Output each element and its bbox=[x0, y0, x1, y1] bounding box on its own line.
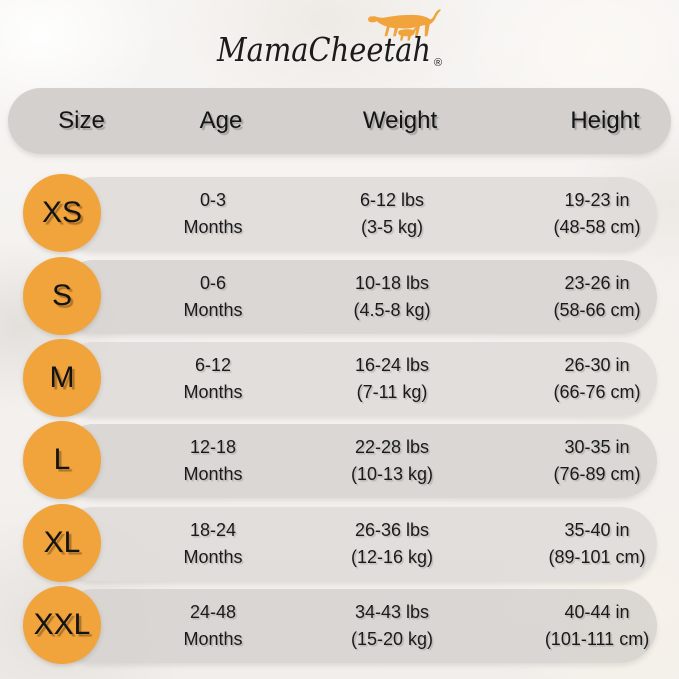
age-unit: Months bbox=[183, 629, 243, 649]
registered-trademark: ® bbox=[434, 57, 442, 69]
height-cell: 40-44 in (101-111 cm) bbox=[492, 589, 679, 663]
cheetah-with-cub-icon bbox=[367, 9, 441, 41]
height-cell: 35-40 in (89-101 cm) bbox=[492, 507, 679, 581]
weight-lbs: 16-24 lbs bbox=[354, 355, 430, 375]
weight-cell: 34-43 lbs (15-20 kg) bbox=[297, 589, 487, 663]
table-row-xl: XL 18-24 Months 26-36 lbs (12-16 kg) 35-… bbox=[0, 503, 679, 583]
size-badge-xs: XS bbox=[23, 174, 101, 252]
age-range: 18-24 bbox=[189, 520, 237, 540]
height-cm: (89-101 cm) bbox=[548, 547, 646, 567]
age-unit: Months bbox=[183, 547, 243, 567]
column-header-weight: Weight bbox=[362, 107, 438, 134]
height-cell: 19-23 in (48-58 cm) bbox=[492, 177, 679, 251]
height-in: 26-30 in bbox=[564, 355, 630, 375]
table-row-xxl: XXL 24-48 Months 34-43 lbs (15-20 kg) 40… bbox=[0, 585, 679, 665]
weight-cell: 10-18 lbs (4.5-8 kg) bbox=[297, 260, 487, 334]
size-badge-xl: XL bbox=[23, 504, 101, 582]
age-cell: 18-24 Months bbox=[118, 507, 308, 581]
row-pill bbox=[57, 507, 657, 581]
height-cm: (48-58 cm) bbox=[553, 217, 641, 237]
table-row-xs: XS 0-3 Months 6-12 lbs (3-5 kg) 19-23 in… bbox=[0, 173, 679, 253]
size-badge-s: S bbox=[23, 257, 101, 335]
age-cell: 0-3 Months bbox=[118, 177, 308, 251]
weight-cell: 16-24 lbs (7-11 kg) bbox=[297, 342, 487, 416]
height-cell: 23-26 in (58-66 cm) bbox=[492, 260, 679, 334]
height-in: 30-35 in bbox=[564, 437, 630, 457]
age-range: 24-48 bbox=[189, 602, 237, 622]
age-unit: Months bbox=[183, 382, 243, 402]
height-cm: (58-66 cm) bbox=[553, 300, 641, 320]
age-unit: Months bbox=[183, 300, 243, 320]
column-header-size: Size bbox=[58, 107, 105, 134]
row-pill bbox=[57, 342, 657, 416]
weight-lbs: 26-36 lbs bbox=[354, 520, 430, 540]
weight-kg: (10-13 kg) bbox=[350, 464, 434, 484]
row-pill bbox=[57, 177, 657, 251]
height-cell: 30-35 in (76-89 cm) bbox=[492, 424, 679, 498]
weight-cell: 22-28 lbs (10-13 kg) bbox=[297, 424, 487, 498]
age-range: 12-18 bbox=[189, 437, 237, 457]
height-in: 35-40 in bbox=[564, 520, 630, 540]
brand-logo: MamaCheetah ® bbox=[215, 6, 465, 78]
table-row-l: L 12-18 Months 22-28 lbs (10-13 kg) 30-3… bbox=[0, 420, 679, 500]
age-cell: 24-48 Months bbox=[118, 589, 308, 663]
age-unit: Months bbox=[183, 464, 243, 484]
height-cell: 26-30 in (66-76 cm) bbox=[492, 342, 679, 416]
height-in: 19-23 in bbox=[564, 190, 630, 210]
age-unit: Months bbox=[183, 217, 243, 237]
weight-kg: (4.5-8 kg) bbox=[353, 300, 431, 320]
row-pill bbox=[57, 589, 657, 663]
age-range: 0-6 bbox=[199, 273, 226, 293]
age-cell: 0-6 Months bbox=[118, 260, 308, 334]
weight-lbs: 6-12 lbs bbox=[359, 190, 425, 210]
height-cm: (66-76 cm) bbox=[553, 382, 641, 402]
column-header-height: Height bbox=[570, 107, 640, 134]
size-badge-l: L bbox=[23, 421, 101, 499]
weight-kg: (3-5 kg) bbox=[360, 217, 423, 237]
size-badge-m: M bbox=[23, 339, 101, 417]
row-pill bbox=[57, 260, 657, 334]
height-in: 40-44 in bbox=[564, 602, 630, 622]
height-in: 23-26 in bbox=[564, 273, 630, 293]
table-row-m: M 6-12 Months 16-24 lbs (7-11 kg) 26-30 … bbox=[0, 338, 679, 418]
row-pill bbox=[57, 424, 657, 498]
age-range: 0-3 bbox=[199, 190, 226, 210]
height-cm: (101-111 cm) bbox=[544, 629, 650, 649]
weight-cell: 26-36 lbs (12-16 kg) bbox=[297, 507, 487, 581]
age-cell: 6-12 Months bbox=[118, 342, 308, 416]
table-header-row: Size Age Weight Height bbox=[8, 88, 671, 154]
weight-lbs: 34-43 lbs bbox=[354, 602, 430, 622]
age-cell: 12-18 Months bbox=[118, 424, 308, 498]
table-row-s: S 0-6 Months 10-18 lbs (4.5-8 kg) 23-26 … bbox=[0, 256, 679, 336]
size-badge-xxl: XXL bbox=[23, 586, 101, 664]
weight-cell: 6-12 lbs (3-5 kg) bbox=[297, 177, 487, 251]
weight-kg: (12-16 kg) bbox=[350, 547, 434, 567]
column-header-age: Age bbox=[199, 107, 243, 134]
weight-kg: (15-20 kg) bbox=[350, 629, 434, 649]
weight-kg: (7-11 kg) bbox=[356, 382, 428, 402]
brand-logo-text: MamaCheetah bbox=[216, 30, 431, 69]
weight-lbs: 22-28 lbs bbox=[354, 437, 430, 457]
weight-lbs: 10-18 lbs bbox=[354, 273, 430, 293]
height-cm: (76-89 cm) bbox=[553, 464, 641, 484]
age-range: 6-12 bbox=[194, 355, 232, 375]
